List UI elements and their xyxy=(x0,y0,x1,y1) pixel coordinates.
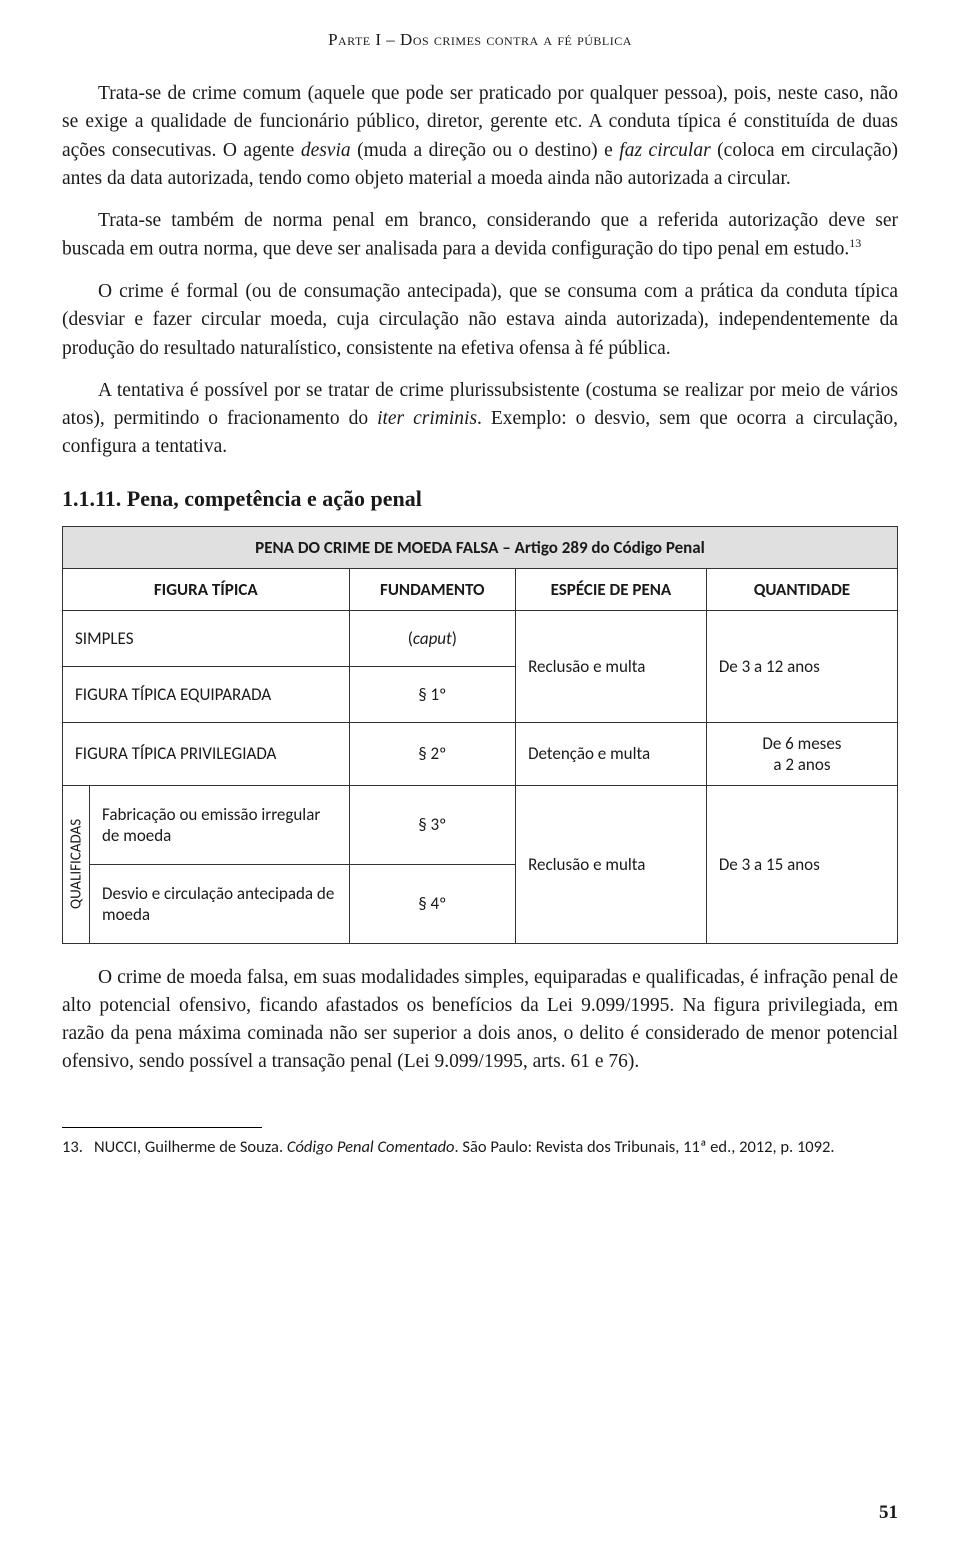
paragraph-4: A tentativa é possível por se tratar de … xyxy=(62,377,898,462)
cell-equiparada: FIGURA TÍPICA EQUIPARADA xyxy=(63,666,350,722)
table-row: SIMPLES (caput) Reclusão e multa De 3 a … xyxy=(63,610,898,666)
cell-par1: § 1º xyxy=(349,666,516,722)
caput-italic: caput xyxy=(413,628,452,649)
cell-caput: (caput) xyxy=(349,610,516,666)
paragraph-3: O crime é formal (ou de consumação antec… xyxy=(62,278,898,363)
cell-3-15-anos: De 3 a 15 anos xyxy=(706,785,897,943)
paragraph-2: Trata-se também de norma penal em branco… xyxy=(62,207,898,264)
cell-privilegiada: FIGURA TÍPICA PRIVILEGIADA xyxy=(63,722,350,785)
cell-simples: SIMPLES xyxy=(63,610,350,666)
p1-faz: faz circular xyxy=(619,140,710,161)
footnote-number: 13. xyxy=(62,1136,94,1158)
p4-iter: iter criminis xyxy=(377,408,477,429)
cell-reclusao-2: Reclusão e multa xyxy=(516,785,707,943)
cell-par4: § 4º xyxy=(349,864,516,943)
footnote-text-a: NUCCI, Guilherme de Souza. xyxy=(94,1137,287,1157)
table-row: FIGURA TÍPICA PRIVILEGIADA § 2º Detenção… xyxy=(63,722,898,785)
pena-table: PENA DO CRIME DE MOEDA FALSA – Artigo 28… xyxy=(62,526,898,944)
footnote-ref-13: 13 xyxy=(849,236,861,250)
table-row: QUALIFICADAS Fabricação ou emissão irreg… xyxy=(63,785,898,864)
cell-par2: § 2º xyxy=(349,722,516,785)
paragraph-1: Trata-se de crime comum (aquele que pode… xyxy=(62,80,898,193)
table-title-row: PENA DO CRIME DE MOEDA FALSA – Artigo 28… xyxy=(63,526,898,568)
cell-6m-2a: De 6 meses a 2 anos xyxy=(706,722,897,785)
cell-fabricacao: Fabricação ou emissão irregular de moeda xyxy=(90,785,350,864)
qualificadas-label: QUALIFICADAS xyxy=(63,785,90,943)
p2-text: Trata-se também de norma penal em branco… xyxy=(62,210,898,260)
paragraph-5: O crime de moeda falsa, em suas modalida… xyxy=(62,964,898,1077)
col-quantidade: QUANTIDADE xyxy=(706,568,897,610)
footnote-title: Código Penal Comentado xyxy=(287,1137,455,1157)
p1-text-b: (muda a direção ou o destino) e xyxy=(351,140,620,161)
footnote-text-b: . São Paulo: Revista dos Tribunais, 11ª … xyxy=(455,1137,835,1157)
cell-reclusao-1: Reclusão e multa xyxy=(516,610,707,722)
qtd-line1: De 6 meses xyxy=(719,733,885,754)
cell-desvio: Desvio e circulação antecipada de moeda xyxy=(90,864,350,943)
qtd-line2: a 2 anos xyxy=(719,754,885,775)
caput-b: ) xyxy=(452,628,457,649)
cell-detencao: Detenção e multa xyxy=(516,722,707,785)
footnote-13: 13.NUCCI, Guilherme de Souza. Código Pen… xyxy=(62,1136,898,1158)
footnote-rule xyxy=(62,1127,262,1128)
page-header: Parte I – Dos crimes contra a fé pública xyxy=(62,30,898,50)
table-title: PENA DO CRIME DE MOEDA FALSA – Artigo 28… xyxy=(63,526,898,568)
col-figura-tipica: FIGURA TÍPICA xyxy=(63,568,350,610)
col-especie: ESPÉCIE DE PENA xyxy=(516,568,707,610)
table-header-row: FIGURA TÍPICA FUNDAMENTO ESPÉCIE DE PENA… xyxy=(63,568,898,610)
cell-3-12-anos: De 3 a 12 anos xyxy=(706,610,897,722)
p1-desvia: desvia xyxy=(301,140,351,161)
section-heading: 1.1.11. Pena, competência e ação penal xyxy=(62,486,898,512)
col-fundamento: FUNDAMENTO xyxy=(349,568,516,610)
page-number: 51 xyxy=(879,1502,898,1524)
cell-par3: § 3º xyxy=(349,785,516,864)
